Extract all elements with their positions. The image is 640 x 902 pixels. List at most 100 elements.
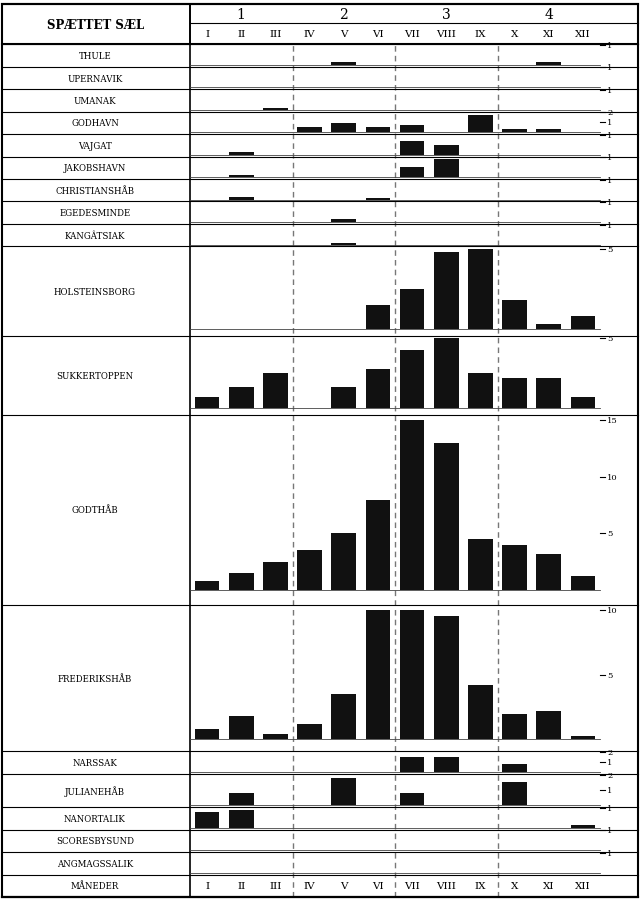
Bar: [365, 198, 390, 200]
Text: 5: 5: [607, 529, 612, 538]
Bar: [229, 793, 253, 805]
Bar: [502, 713, 527, 740]
Bar: [400, 793, 424, 805]
Text: 1: 1: [607, 221, 612, 229]
Text: GODHAVN: GODHAVN: [71, 119, 119, 128]
Text: 3: 3: [442, 8, 451, 22]
Bar: [434, 757, 458, 772]
Bar: [468, 116, 493, 133]
Text: UMANAK: UMANAK: [74, 97, 116, 106]
Text: THULE: THULE: [79, 52, 111, 61]
Text: 1: 1: [607, 804, 612, 812]
Text: 1: 1: [607, 42, 612, 50]
Bar: [365, 370, 390, 409]
Bar: [298, 551, 322, 591]
Text: II: II: [237, 31, 245, 40]
Bar: [400, 290, 424, 329]
Text: NARSSAK: NARSSAK: [72, 758, 117, 767]
Bar: [502, 782, 527, 805]
Bar: [434, 253, 458, 329]
Bar: [332, 534, 356, 591]
Bar: [195, 582, 220, 591]
Text: 1: 1: [607, 758, 612, 766]
Text: NANORTALIK: NANORTALIK: [64, 815, 126, 823]
Text: X: X: [511, 881, 518, 890]
Text: III: III: [269, 881, 282, 890]
Text: JAKOBSHAVN: JAKOBSHAVN: [64, 164, 126, 173]
Bar: [400, 350, 424, 409]
Text: III: III: [269, 31, 282, 40]
Bar: [571, 736, 595, 740]
Text: XII: XII: [575, 881, 591, 890]
Text: SPÆTTET SÆL: SPÆTTET SÆL: [47, 19, 145, 32]
Bar: [332, 244, 356, 245]
Text: HOLSTEINSBORG: HOLSTEINSBORG: [54, 288, 136, 297]
Bar: [468, 539, 493, 591]
Bar: [229, 716, 253, 740]
Bar: [536, 63, 561, 66]
Bar: [536, 711, 561, 740]
Bar: [571, 317, 595, 329]
Bar: [502, 378, 527, 409]
Text: GODTHÅB: GODTHÅB: [72, 506, 118, 515]
Bar: [332, 695, 356, 740]
Bar: [332, 388, 356, 409]
Bar: [434, 444, 458, 591]
Text: VII: VII: [404, 881, 420, 890]
Bar: [571, 825, 595, 828]
Text: VI: VI: [372, 31, 384, 40]
Text: 1: 1: [607, 177, 612, 185]
Bar: [536, 378, 561, 409]
Text: 15: 15: [607, 417, 618, 425]
Text: 1: 1: [607, 786, 612, 794]
Text: 5: 5: [607, 335, 612, 343]
Text: XI: XI: [543, 31, 554, 40]
Text: IX: IX: [475, 881, 486, 890]
Bar: [502, 300, 527, 329]
Bar: [400, 168, 424, 178]
Text: 1: 1: [607, 119, 612, 127]
Text: EGEDESMINDE: EGEDESMINDE: [60, 209, 131, 218]
Bar: [468, 686, 493, 740]
Bar: [332, 124, 356, 133]
Bar: [365, 610, 390, 740]
Text: 1: 1: [607, 87, 612, 95]
Text: IV: IV: [304, 31, 316, 40]
Bar: [434, 145, 458, 156]
Text: II: II: [237, 881, 245, 890]
Text: 1: 1: [237, 8, 246, 22]
Text: XII: XII: [575, 31, 591, 40]
Bar: [263, 109, 288, 111]
Bar: [502, 130, 527, 133]
Text: 2: 2: [607, 770, 612, 778]
Text: V: V: [340, 31, 348, 40]
Text: I: I: [205, 881, 209, 890]
Bar: [332, 63, 356, 66]
Bar: [263, 374, 288, 409]
Bar: [400, 142, 424, 156]
Text: 5: 5: [607, 245, 612, 253]
Bar: [195, 730, 220, 740]
Bar: [365, 306, 390, 329]
Text: ANGMAGSSALIK: ANGMAGSSALIK: [57, 859, 133, 868]
Text: V: V: [340, 881, 348, 890]
Bar: [434, 339, 458, 409]
Bar: [434, 616, 458, 740]
Bar: [298, 724, 322, 740]
Bar: [298, 128, 322, 133]
Text: 10: 10: [607, 474, 618, 482]
Text: 2: 2: [607, 748, 612, 756]
Text: 5: 5: [607, 671, 612, 679]
Text: IX: IX: [475, 31, 486, 40]
Bar: [400, 610, 424, 740]
Bar: [195, 812, 220, 828]
Text: 1: 1: [607, 826, 612, 834]
Bar: [434, 160, 458, 178]
Text: VAJGAT: VAJGAT: [78, 142, 112, 151]
Text: I: I: [205, 31, 209, 40]
Bar: [229, 810, 253, 828]
Bar: [571, 577, 595, 591]
Text: VII: VII: [404, 31, 420, 40]
Text: MÅNEDER: MÅNEDER: [71, 881, 119, 890]
Bar: [502, 545, 527, 591]
